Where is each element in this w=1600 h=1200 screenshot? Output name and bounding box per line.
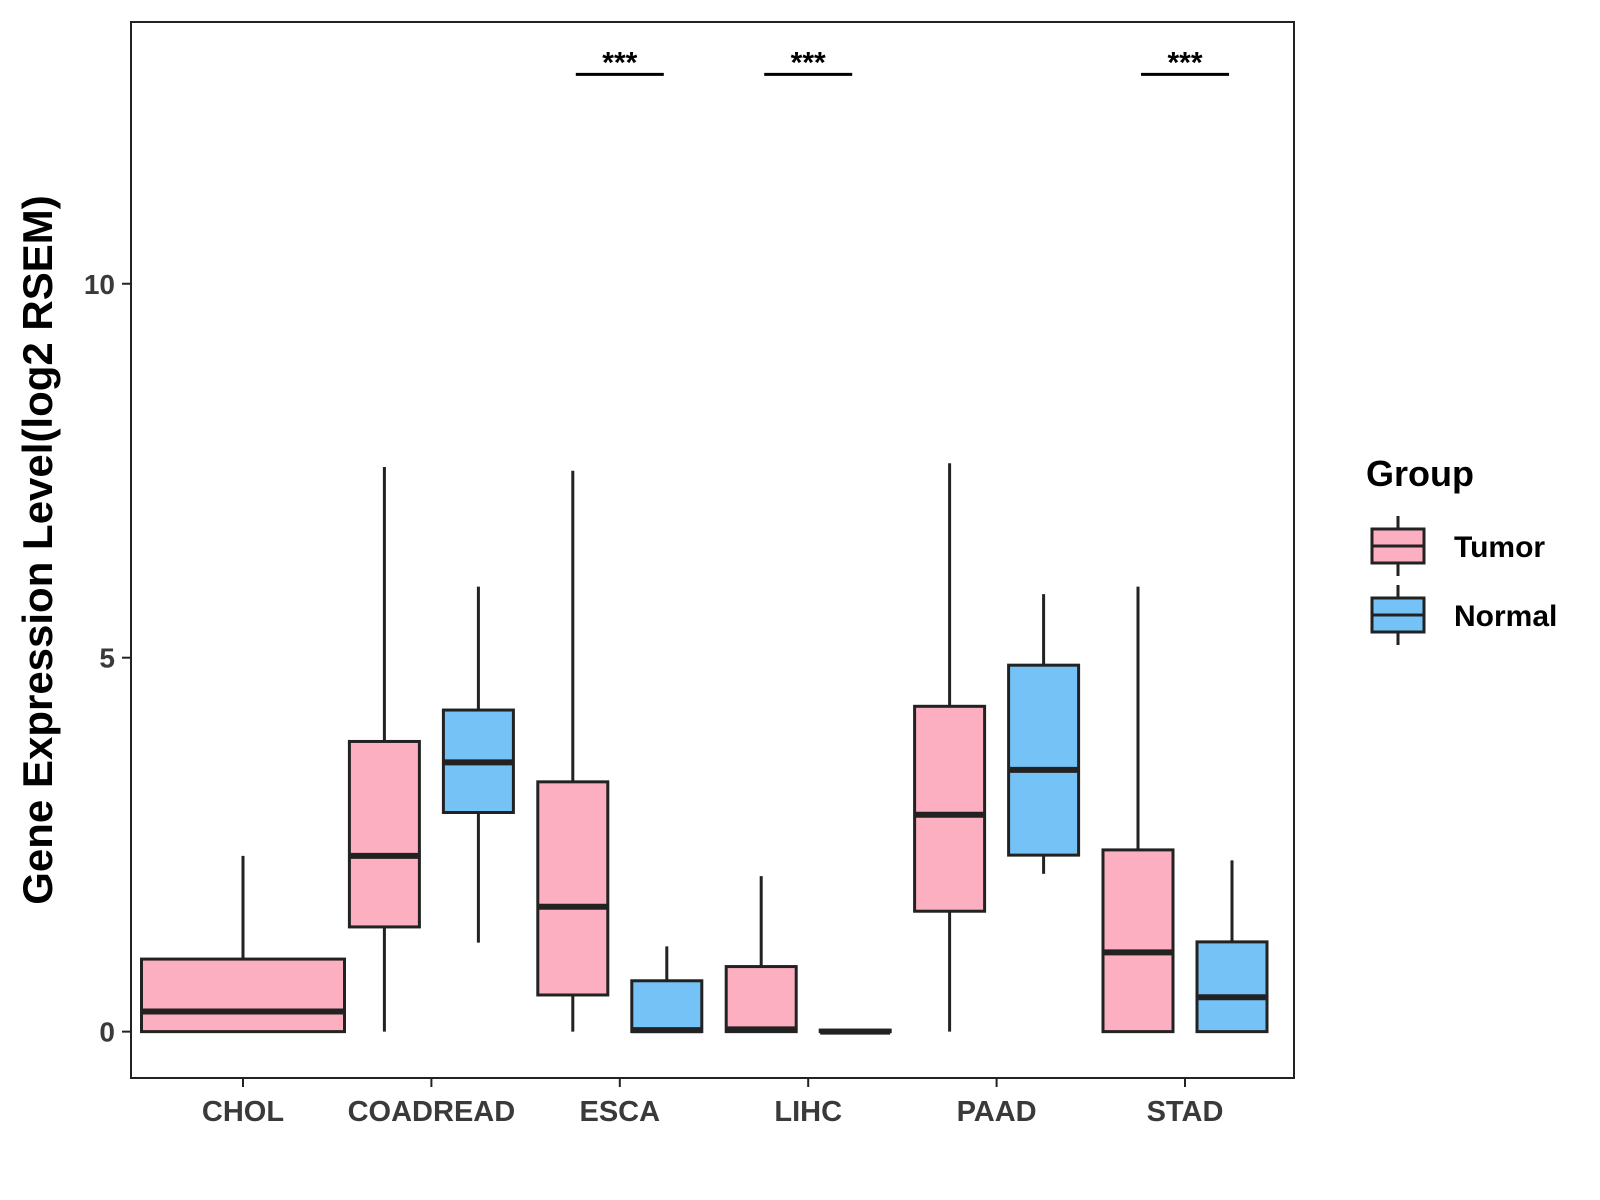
box-body xyxy=(1101,848,1175,1034)
significance-label: *** xyxy=(1167,46,1202,79)
box-body xyxy=(1007,663,1081,857)
box-normal-stad xyxy=(1195,860,1269,1034)
x-tick-label: CHOL xyxy=(202,1096,284,1128)
x-tick-label: ESCA xyxy=(580,1096,661,1128)
legend: Group Tumor Normal xyxy=(1366,453,1557,645)
box-tumor-lihc xyxy=(724,876,798,1034)
significance-annotations: *** *** *** xyxy=(575,46,1229,79)
box-tumor-esca xyxy=(536,470,610,1032)
legend-label: Normal xyxy=(1454,600,1557,633)
box-tumor-stad xyxy=(1101,586,1175,1034)
legend-entry-normal: Normal xyxy=(1370,585,1557,645)
box-body xyxy=(536,780,610,997)
y-axis-title: Gene Expression Level(log2 RSEM) xyxy=(14,195,61,905)
box-body xyxy=(1195,940,1269,1034)
box-normal-coadread xyxy=(441,586,515,943)
box-normal-esca xyxy=(630,946,704,1034)
significance-label: *** xyxy=(602,46,637,79)
box-body xyxy=(630,979,704,1034)
x-tick-label: LIHC xyxy=(774,1096,842,1128)
box-tumor-chol xyxy=(140,855,346,1034)
panel-border xyxy=(130,21,1295,1079)
box-series xyxy=(140,463,1269,1035)
y-tick-label: 0 xyxy=(99,1017,115,1048)
box-body xyxy=(724,965,798,1034)
box-body xyxy=(347,739,421,929)
box-normal-paad xyxy=(1007,594,1081,874)
box-body xyxy=(913,704,987,913)
box-tumor-coadread xyxy=(347,466,421,1032)
legend-entries: Tumor Normal xyxy=(1370,516,1557,645)
x-tick-label: STAD xyxy=(1147,1096,1224,1128)
x-tick-label: COADREAD xyxy=(348,1096,516,1128)
legend-label: Tumor xyxy=(1454,531,1545,564)
y-tick-label: 10 xyxy=(84,269,115,300)
x-tick-label: PAAD xyxy=(957,1096,1037,1128)
significance-label: *** xyxy=(791,46,826,79)
x-axis: CHOL COADREAD ESCA LIHC PAAD STAD xyxy=(202,1078,1223,1128)
box-normal-lihc xyxy=(818,1028,892,1035)
legend-title: Group xyxy=(1366,453,1474,494)
y-axis: 0 5 10 xyxy=(84,269,131,1048)
box-body xyxy=(140,957,346,1034)
legend-entry-tumor: Tumor xyxy=(1370,516,1545,576)
y-tick-label: 5 xyxy=(99,643,115,674)
box-tumor-paad xyxy=(913,463,987,1032)
